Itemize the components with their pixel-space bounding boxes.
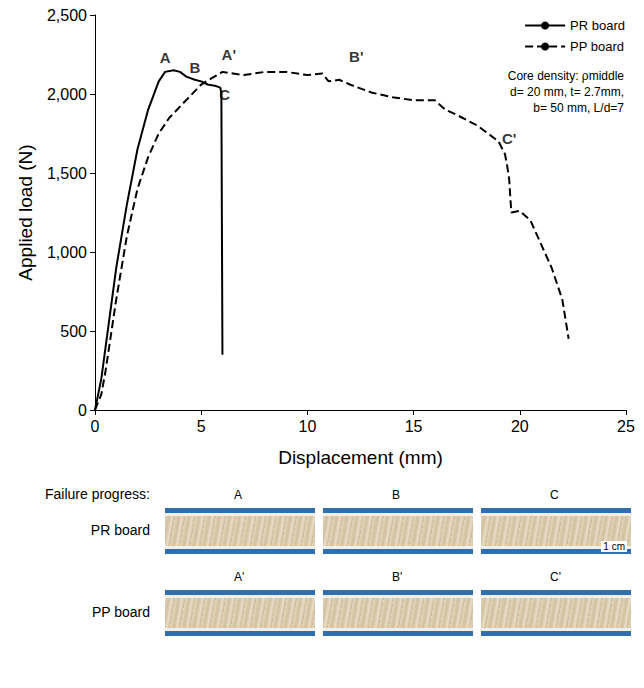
svg-text:0: 0 <box>78 402 87 419</box>
svg-text:2,000: 2,000 <box>47 86 87 103</box>
svg-text:2,500: 2,500 <box>47 7 87 24</box>
svg-text:A: A <box>160 49 171 66</box>
svg-text:B': B' <box>349 48 363 65</box>
svg-text:PR board: PR board <box>570 18 625 33</box>
svg-text:15: 15 <box>405 418 423 435</box>
html-text:B: B <box>392 488 400 502</box>
svg-text:1,000: 1,000 <box>47 244 87 261</box>
svg-text:Displacement (mm): Displacement (mm) <box>278 447 443 468</box>
svg-text:25: 25 <box>617 418 635 435</box>
svg-text:20: 20 <box>511 418 529 435</box>
svg-text:10: 10 <box>299 418 317 435</box>
html-text:Failure progress:: Failure progress: <box>45 486 150 502</box>
html-text:A: A <box>234 488 242 502</box>
svg-text:0: 0 <box>91 418 100 435</box>
svg-text:1,500: 1,500 <box>47 165 87 182</box>
svg-text:C: C <box>219 85 230 103</box>
svg-text:d= 20 mm, t= 2.7mm,: d= 20 mm, t= 2.7mm, <box>510 85 624 99</box>
svg-text:C': C' <box>502 130 516 147</box>
svg-text:500: 500 <box>60 323 87 340</box>
svg-text:Applied load (N): Applied load (N) <box>15 144 36 280</box>
svg-text:B: B <box>189 59 200 76</box>
html-text:A': A' <box>234 570 245 584</box>
svg-text:A': A' <box>222 46 236 63</box>
svg-text:Core density: ρmiddle: Core density: ρmiddle <box>508 69 625 83</box>
svg-text:b= 50 mm, L/d=7: b= 50 mm, L/d=7 <box>533 101 624 115</box>
html-text:PP board: PP board <box>91 604 150 620</box>
html-text:PR board: PR board <box>90 522 150 538</box>
svg-text:PP board: PP board <box>570 39 624 54</box>
html-text:C': C' <box>550 570 561 584</box>
svg-text:5: 5 <box>197 418 206 435</box>
html-text:1 cm: 1 cm <box>603 541 625 552</box>
html-text:B': B' <box>392 570 403 584</box>
html-text:C: C <box>550 488 559 502</box>
